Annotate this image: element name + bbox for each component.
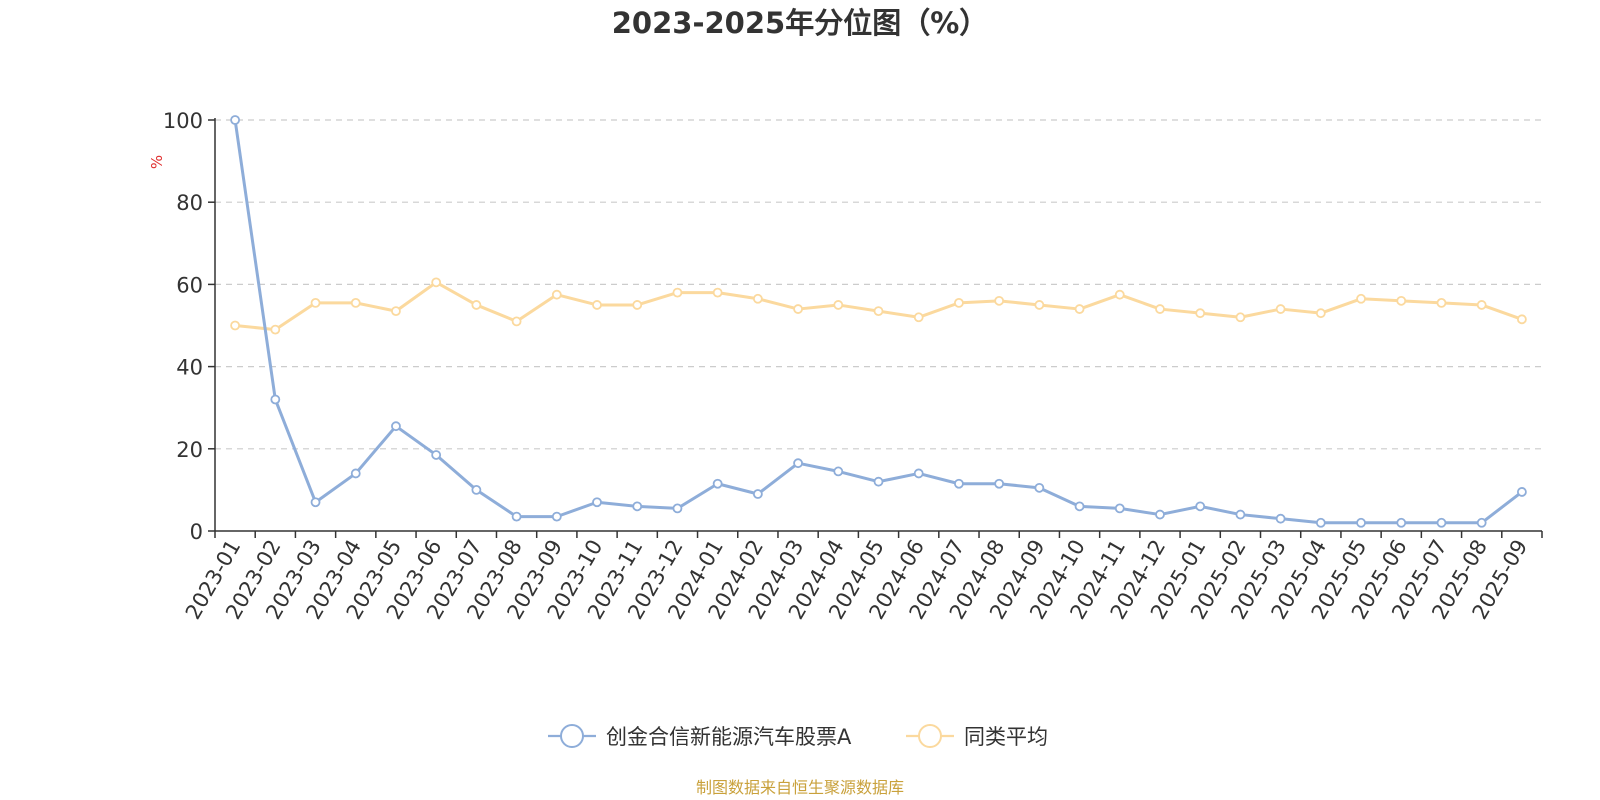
- legend-label: 创金合信新能源汽车股票A: [606, 725, 852, 749]
- legend-label: 同类平均: [964, 725, 1048, 749]
- series-line-1: [234, 280, 1523, 332]
- data-point[interactable]: [752, 489, 763, 499]
- y-tick-label: 100: [163, 109, 203, 133]
- y-axis-label: %: [148, 155, 166, 169]
- chart-title: 2023-2025年分位图（%）: [612, 6, 989, 40]
- legend-item-0[interactable]: 创金合信新能源汽车股票A: [548, 724, 852, 749]
- data-point[interactable]: [310, 497, 321, 508]
- y-ticks: 0 20 40 60 80 100: [163, 109, 215, 544]
- data-point[interactable]: [1074, 304, 1085, 314]
- data-point[interactable]: [592, 497, 602, 508]
- data-point[interactable]: [270, 394, 281, 405]
- data-point[interactable]: [511, 316, 522, 327]
- data-point[interactable]: [1114, 503, 1125, 514]
- data-point[interactable]: [270, 324, 281, 335]
- data-point[interactable]: [350, 468, 361, 479]
- data-point[interactable]: [793, 458, 803, 469]
- data-point[interactable]: [954, 478, 964, 489]
- data-point[interactable]: [913, 312, 924, 323]
- data-point[interactable]: [1195, 308, 1206, 319]
- data-point[interactable]: [1315, 308, 1326, 319]
- data-point[interactable]: [230, 320, 241, 331]
- source-note: 制图数据来自恒生聚源数据库: [696, 778, 904, 797]
- data-point[interactable]: [1516, 314, 1527, 325]
- data-point[interactable]: [752, 293, 763, 304]
- legend-item-1[interactable]: 同类平均: [906, 724, 1048, 749]
- y-tick-label: 40: [176, 356, 203, 380]
- x-ticks: 2023-012023-022023-032023-042023-052023-…: [181, 531, 1543, 623]
- data-point[interactable]: [471, 484, 482, 495]
- data-point[interactable]: [230, 115, 241, 125]
- y-tick-label: 0: [190, 520, 203, 544]
- data-point[interactable]: [632, 501, 643, 512]
- axes: [214, 118, 1542, 532]
- data-point[interactable]: [310, 297, 321, 308]
- data-point[interactable]: [511, 511, 522, 522]
- y-tick-label: 80: [176, 191, 203, 215]
- data-point[interactable]: [994, 478, 1005, 489]
- data-point[interactable]: [551, 289, 562, 300]
- data-point[interactable]: [391, 421, 401, 432]
- data-point[interactable]: [1235, 312, 1246, 323]
- data-point[interactable]: [913, 468, 924, 479]
- series-group: [230, 115, 1527, 528]
- data-point[interactable]: [672, 503, 683, 514]
- data-point[interactable]: [1315, 517, 1326, 528]
- data-point[interactable]: [1436, 297, 1447, 308]
- data-point[interactable]: [1195, 501, 1206, 512]
- data-point[interactable]: [391, 306, 401, 317]
- data-point[interactable]: [1476, 517, 1487, 528]
- data-point[interactable]: [1275, 513, 1286, 524]
- legend-marker-icon: [560, 724, 584, 748]
- data-point[interactable]: [632, 300, 643, 310]
- data-point[interactable]: [431, 450, 442, 460]
- y-tick-label: 20: [176, 438, 203, 462]
- series-1: [230, 277, 1527, 335]
- series-0: [230, 115, 1527, 528]
- data-point[interactable]: [1396, 295, 1407, 306]
- y-tick-label: 60: [176, 273, 203, 297]
- data-point[interactable]: [712, 478, 723, 489]
- data-point[interactable]: [1356, 293, 1366, 304]
- data-point[interactable]: [1275, 304, 1286, 314]
- data-point[interactable]: [1436, 517, 1447, 528]
- data-point[interactable]: [350, 297, 361, 308]
- data-point[interactable]: [1516, 487, 1527, 497]
- legend-marker-icon: [918, 724, 942, 748]
- data-point[interactable]: [833, 466, 844, 477]
- legend[interactable]: 创金合信新能源汽车股票A 同类平均: [548, 724, 1048, 749]
- data-point[interactable]: [994, 295, 1005, 306]
- data-point[interactable]: [712, 287, 723, 298]
- data-point[interactable]: [1114, 289, 1125, 300]
- data-point[interactable]: [1034, 300, 1045, 310]
- data-point[interactable]: [954, 297, 964, 308]
- series-line-0: [233, 119, 1523, 525]
- data-point[interactable]: [592, 300, 602, 310]
- data-point[interactable]: [1034, 482, 1045, 493]
- gridlines: [215, 119, 1542, 450]
- data-point[interactable]: [1235, 509, 1246, 520]
- data-point[interactable]: [873, 476, 884, 487]
- data-point[interactable]: [471, 300, 482, 310]
- data-point[interactable]: [431, 277, 442, 288]
- data-point[interactable]: [1074, 501, 1085, 512]
- data-point[interactable]: [793, 304, 803, 314]
- data-point[interactable]: [672, 287, 683, 298]
- data-point[interactable]: [551, 511, 562, 522]
- data-point[interactable]: [833, 300, 844, 310]
- data-point[interactable]: [1396, 517, 1407, 528]
- data-point[interactable]: [873, 306, 884, 317]
- data-point[interactable]: [1476, 300, 1487, 310]
- data-point[interactable]: [1155, 304, 1165, 314]
- data-point[interactable]: [1155, 509, 1165, 520]
- data-point[interactable]: [1356, 517, 1366, 528]
